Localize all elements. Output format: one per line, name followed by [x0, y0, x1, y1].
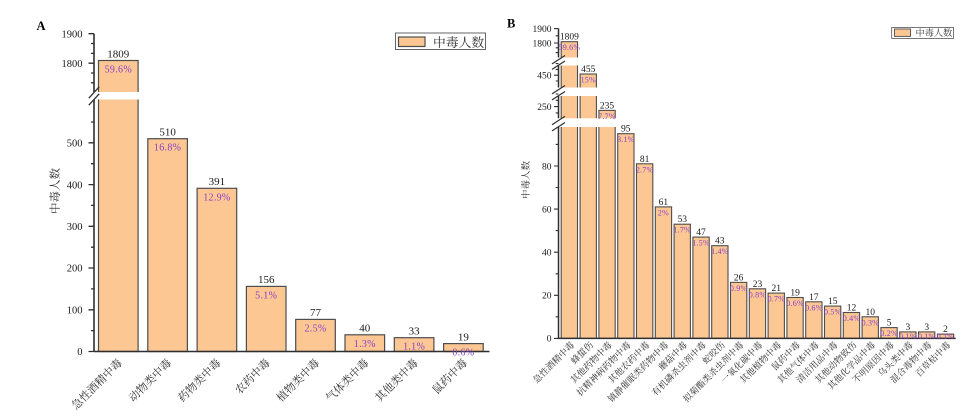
svg-text:1.5%: 1.5%: [692, 239, 710, 248]
svg-text:15: 15: [828, 297, 838, 307]
svg-text:510: 510: [159, 127, 176, 139]
svg-text:0.6%: 0.6%: [786, 299, 804, 308]
svg-text:B: B: [507, 16, 515, 30]
svg-text:16.8%: 16.8%: [154, 143, 181, 154]
svg-text:0.8%: 0.8%: [749, 290, 767, 299]
svg-text:81: 81: [640, 155, 650, 165]
svg-text:60: 60: [542, 205, 552, 215]
svg-text:200: 200: [67, 264, 83, 275]
svg-text:250: 250: [537, 103, 552, 113]
svg-text:59.6%: 59.6%: [559, 43, 581, 52]
svg-text:0.2%: 0.2%: [880, 329, 898, 338]
svg-text:1900: 1900: [62, 29, 83, 40]
svg-text:0: 0: [547, 335, 552, 345]
svg-text:26: 26: [734, 273, 744, 283]
svg-text:0.6%: 0.6%: [452, 348, 474, 359]
svg-text:0.1%: 0.1%: [899, 332, 917, 341]
svg-text:0.1%: 0.1%: [937, 332, 955, 341]
svg-text:500: 500: [67, 139, 83, 150]
svg-text:1.7%: 1.7%: [673, 226, 691, 235]
svg-text:21: 21: [772, 284, 782, 294]
svg-text:12.9%: 12.9%: [203, 192, 230, 203]
svg-text:12: 12: [847, 304, 857, 314]
svg-text:10: 10: [866, 308, 876, 318]
svg-text:2.5%: 2.5%: [304, 323, 326, 334]
svg-text:2%: 2%: [658, 208, 669, 217]
svg-text:1.4%: 1.4%: [711, 247, 729, 256]
svg-text:400: 400: [67, 180, 83, 191]
svg-text:2.7%: 2.7%: [636, 165, 654, 174]
svg-text:20: 20: [542, 292, 552, 302]
svg-text:1809: 1809: [107, 48, 130, 60]
svg-text:17: 17: [809, 293, 819, 303]
svg-text:40: 40: [542, 249, 552, 259]
svg-text:95: 95: [621, 125, 631, 135]
svg-text:3: 3: [906, 323, 911, 333]
svg-text:1.3%: 1.3%: [354, 339, 376, 350]
svg-text:80: 80: [542, 162, 552, 172]
svg-text:1.1%: 1.1%: [403, 342, 425, 353]
svg-text:0.1%: 0.1%: [918, 332, 936, 341]
svg-text:2: 2: [943, 325, 948, 335]
svg-text:100: 100: [67, 306, 83, 317]
svg-text:156: 156: [258, 274, 275, 286]
svg-text:40: 40: [359, 323, 371, 335]
svg-text:3.1%: 3.1%: [617, 135, 635, 144]
svg-text:0.9%: 0.9%: [730, 284, 748, 293]
svg-text:0.7%: 0.7%: [768, 295, 786, 304]
svg-text:0.6%: 0.6%: [805, 303, 823, 312]
svg-text:23: 23: [753, 280, 763, 290]
svg-text:0.5%: 0.5%: [824, 308, 842, 317]
svg-text:455: 455: [581, 65, 596, 75]
svg-text:A: A: [37, 19, 46, 33]
svg-text:1809: 1809: [560, 33, 579, 43]
svg-text:1800: 1800: [533, 39, 552, 49]
svg-text:19: 19: [790, 289, 800, 299]
svg-text:43: 43: [715, 237, 725, 247]
svg-text:1900: 1900: [533, 25, 552, 35]
svg-text:391: 391: [209, 176, 226, 188]
svg-text:0.4%: 0.4%: [843, 314, 861, 323]
svg-text:7.7%: 7.7%: [598, 112, 616, 121]
svg-text:77: 77: [310, 307, 322, 319]
svg-text:300: 300: [67, 222, 83, 233]
svg-text:0.3%: 0.3%: [862, 318, 880, 327]
svg-text:59.6%: 59.6%: [105, 65, 132, 76]
svg-text:5: 5: [887, 319, 892, 329]
svg-text:0: 0: [77, 347, 82, 358]
svg-text:33: 33: [409, 326, 421, 338]
svg-text:61: 61: [659, 198, 669, 208]
svg-text:235: 235: [600, 101, 615, 111]
svg-text:450: 450: [537, 72, 552, 82]
svg-text:19: 19: [458, 331, 470, 343]
svg-text:15%: 15%: [581, 76, 596, 85]
svg-text:5.1%: 5.1%: [255, 290, 277, 301]
svg-text:1800: 1800: [62, 59, 83, 70]
svg-text:47: 47: [696, 228, 706, 238]
svg-text:53: 53: [677, 215, 687, 225]
svg-text:3: 3: [924, 323, 929, 333]
